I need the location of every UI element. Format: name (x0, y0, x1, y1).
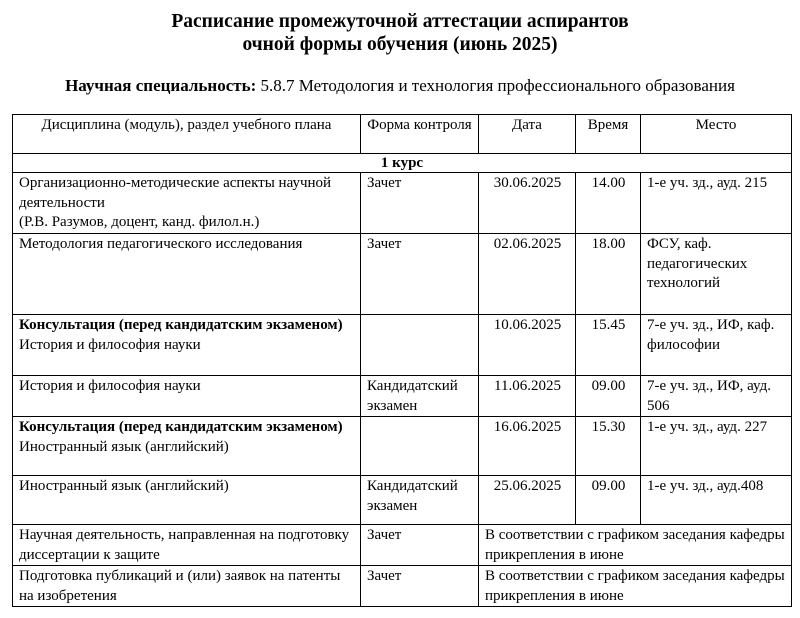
place-cell: 1-е уч. зд., ауд. 215 (640, 172, 792, 234)
header-date: Дата (478, 114, 576, 154)
discipline-cell: Подготовка публикаций и (или) заявок на … (12, 565, 361, 607)
table-row: Методология педагогического исследования… (12, 233, 792, 315)
date-cell: 10.06.2025 (478, 314, 576, 376)
place-cell: 7-е уч. зд., ИФ, ауд. 506 (640, 375, 792, 417)
time-cell: 09.00 (575, 375, 641, 417)
date-cell: 25.06.2025 (478, 475, 576, 525)
document-title: Расписание промежуточной аттестации аспи… (0, 10, 800, 56)
table-row: Подготовка публикаций и (или) заявок на … (12, 565, 792, 607)
table-row: История и философия науки Кандидатский эк… (12, 375, 792, 417)
course-row: 1 курс (12, 153, 792, 173)
form-cell: Зачет (360, 233, 479, 315)
discipline-cell: Методология педагогического исследования (12, 233, 361, 315)
discipline-name: История и философия науки (19, 336, 201, 353)
header-discipline: Дисциплина (модуль), раздел учебного пла… (12, 114, 361, 154)
table-row: Консультация (перед кандидатским экзамен… (12, 416, 792, 476)
discipline-name: Подготовка публикаций и (или) заявок на … (19, 568, 341, 604)
consultation-label: Консультация (перед кандидатским экзамен… (19, 317, 343, 333)
title-line-2: очной формы обучения (июнь 2025) (242, 34, 558, 55)
header-place: Место (640, 114, 792, 154)
form-cell (360, 416, 479, 476)
table-row: Консультация (перед кандидатским экзамен… (12, 314, 792, 376)
discipline-name: Иностранный язык (английский) (19, 478, 229, 494)
time-cell: 18.00 (575, 233, 641, 315)
discipline-cell: Иностранный язык (английский) (12, 475, 361, 525)
discipline-name: История и философия науки (19, 378, 201, 394)
specialty-value: 5.8.7 Методология и технология профессио… (260, 76, 735, 95)
form-cell: Кандидатский экзамен (360, 375, 479, 417)
discipline-name: Иностранный язык (английский) (19, 438, 229, 455)
schedule-note-cell: В соответствии с графиком заседания кафе… (478, 524, 792, 566)
date-cell: 11.06.2025 (478, 375, 576, 417)
title-line-1: Расписание промежуточной аттестации аспи… (171, 11, 629, 32)
time-cell: 14.00 (575, 172, 641, 234)
consultation-label: Консультация (перед кандидатским экзамен… (19, 419, 343, 435)
place-cell: 1-е уч. зд., ауд.408 (640, 475, 792, 525)
discipline-name: Методология педагогического исследования (19, 236, 303, 252)
discipline-cell: Научная деятельность, направленная на по… (12, 524, 361, 566)
form-cell: Зачет (360, 524, 479, 566)
header-form: Форма контроля (360, 114, 479, 154)
time-cell: 09.00 (575, 475, 641, 525)
table-row: Иностранный язык (английский) Кандидатски… (12, 475, 792, 525)
form-cell (360, 314, 479, 376)
discipline-cell: Организационно-методические аспекты науч… (12, 172, 361, 234)
table-row: Научная деятельность, направленная на по… (12, 524, 792, 566)
course-label: 1 курс (12, 153, 792, 173)
form-cell: Зачет (360, 565, 479, 607)
specialty: Научная специальность: 5.8.7 Методология… (0, 76, 800, 96)
schedule-table: Дисциплина (модуль), раздел учебного пла… (12, 114, 792, 607)
place-cell: ФСУ, каф. педагогических технологий (640, 233, 792, 315)
form-cell: Кандидатский экзамен (360, 475, 479, 525)
date-cell: 30.06.2025 (478, 172, 576, 234)
header-time: Время (575, 114, 641, 154)
discipline-cell: История и философия науки (12, 375, 361, 417)
form-cell: Зачет (360, 172, 479, 234)
discipline-cell: Консультация (перед кандидатским экзамен… (12, 416, 361, 476)
table-row: Организационно-методические аспекты науч… (12, 172, 792, 234)
place-cell: 1-е уч. зд., ауд. 227 (640, 416, 792, 476)
time-cell: 15.30 (575, 416, 641, 476)
header-row: Дисциплина (модуль), раздел учебного пла… (12, 114, 792, 154)
time-cell: 15.45 (575, 314, 641, 376)
discipline-cell: Консультация (перед кандидатским экзамен… (12, 314, 361, 376)
place-cell: 7-е уч. зд., ИФ, каф. философии (640, 314, 792, 376)
date-cell: 16.06.2025 (478, 416, 576, 476)
date-cell: 02.06.2025 (478, 233, 576, 315)
schedule-note-cell: В соответствии с графиком заседания кафе… (478, 565, 792, 607)
discipline-name: Научная деятельность, направленная на по… (19, 527, 350, 563)
discipline-note: (Р.В. Разумов, доцент, канд. филол.н.) (19, 214, 260, 230)
discipline-name: Организационно-методические аспекты науч… (19, 175, 332, 211)
specialty-label: Научная специальность: (65, 76, 257, 95)
